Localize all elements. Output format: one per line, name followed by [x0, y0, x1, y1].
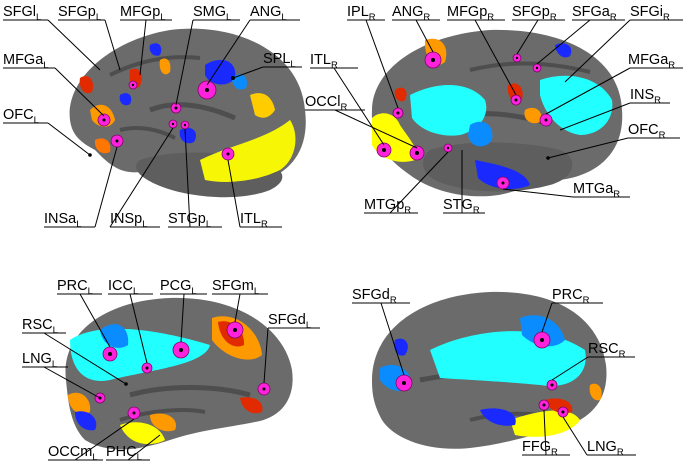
label-ffg-r: FFGR [522, 439, 558, 458]
label-ang-r: ANGR [392, 4, 430, 23]
roi-markers-left-lateral [88, 76, 235, 161]
label-pcg-l: PCGL [160, 278, 197, 297]
label-sfga-r: SFGaR [572, 4, 617, 23]
labels-left-medial: PRCL ICCL PCGL SFGmL RSCL SFGdL LNGL OCC… [22, 278, 311, 463]
label-occm-l: OCCmL [48, 444, 98, 463]
roi-markers-left-medial [94, 321, 271, 420]
label-sfgp-l: SFGpL [58, 4, 101, 23]
label-mfga-r: MFGaR [628, 52, 675, 71]
leader-lines-left-medial [22, 293, 320, 461]
label-ofc-l: OFCL [3, 107, 39, 126]
label-mfgp-l: MFGpL [120, 4, 166, 23]
label-lng-r: LNGR [587, 439, 624, 458]
label-sfgm-l: SFGmL [212, 278, 259, 297]
panel-right-medial: SFGdR PRCR RSCR FFGR LNGR [352, 287, 636, 458]
labels-right-medial: SFGdR PRCR RSCR FFGR LNGR [352, 287, 626, 458]
activation-right-lateral [372, 38, 613, 190]
label-phc-l: PHCL [106, 444, 142, 463]
labels-left-lateral: SFGlL SFGpL MFGpL SMGL ANGL MFGaL SPLL O… [3, 4, 296, 230]
label-sfgl-l: SFGlL [3, 4, 41, 23]
label-sfgp-r: SFGpR [512, 4, 557, 23]
label-mfgp-r: MFGpR [447, 4, 494, 23]
leader-lines-left-lateral [3, 19, 302, 228]
panel-left-lateral: SFGlL SFGpL MFGpL SMGL ANGL MFGaL SPLL O… [3, 4, 306, 230]
label-insa-l: INSaL [44, 211, 82, 230]
label-ipl-r: IPLR [347, 4, 376, 23]
leader-lines-right-medial [352, 302, 636, 456]
label-prc-l: PRCL [57, 278, 93, 297]
panel-left-medial: PRCL ICCL PCGL SFGmL RSCL SFGdL LNGL OCC… [22, 278, 320, 463]
label-itl-r-panel1: ITLR [240, 211, 268, 230]
labels-right-lateral: IPLR ANGR MFGpR SFGpR SFGaR SFGiR ITLR M… [305, 4, 675, 216]
label-lng-l: LNGL [22, 351, 57, 370]
label-rsc-r: RSCR [588, 341, 626, 360]
label-smg-l: SMGL [193, 4, 231, 23]
leader-lines-right-lateral [305, 19, 683, 214]
label-sfgd-l: SFGdL [268, 312, 311, 331]
label-spl-l: SPLL [263, 51, 296, 70]
label-insp-l: INSpL [110, 211, 148, 230]
label-sfgd-r: SFGdR [352, 287, 397, 306]
label-prc-r: PRCR [552, 287, 590, 306]
label-stg-r: STGR [443, 197, 480, 216]
label-sfgi-r: SFGiR [630, 4, 670, 23]
panel-right-lateral: IPLR ANGR MFGpR SFGpR SFGaR SFGiR ITLR M… [305, 4, 683, 216]
label-icc-l: ICCL [108, 278, 138, 297]
label-mfga-l: MFGaL [3, 52, 49, 71]
activation-left-medial [68, 316, 263, 445]
label-stgp-l: STGpL [168, 211, 211, 230]
label-ofc-r: OFCR [628, 122, 666, 141]
label-rsc-l: RSCL [22, 317, 58, 336]
label-mtgp-r: MTGpR [364, 197, 411, 216]
label-ang-l: ANGL [250, 4, 287, 23]
label-mtga-r: MTGaR [573, 181, 620, 200]
label-ins-r: INSR [630, 87, 661, 106]
label-itl-r: ITLR [310, 52, 338, 71]
label-occl-r: OCClR [305, 94, 347, 113]
roi-markers-right-medial [395, 331, 569, 418]
